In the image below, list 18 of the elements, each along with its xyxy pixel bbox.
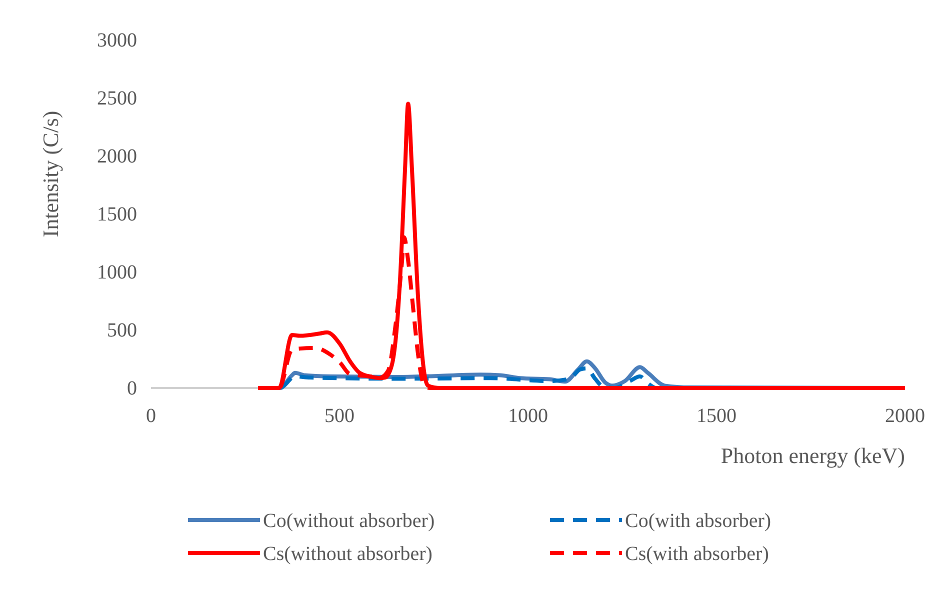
y-tick-label: 3000 (97, 29, 137, 52)
x-tick-label: 1000 (508, 405, 548, 428)
y-tick-label: 0 (127, 377, 137, 400)
x-tick-label: 500 (324, 405, 354, 428)
y-tick-label: 1000 (97, 261, 137, 284)
x-tick-label: 1500 (696, 405, 736, 428)
y-axis-title: Intensity (C/s) (38, 110, 63, 238)
x-tick-label: 2000 (885, 405, 925, 428)
legend-label: Co(without absorber) (263, 510, 435, 532)
legend-label: Co(with absorber) (625, 510, 772, 532)
x-tick-label: 0 (146, 405, 156, 428)
x-axis-title: Photon energy (keV) (720, 443, 905, 468)
y-tick-label: 2500 (97, 87, 137, 110)
y-tick-label: 1500 (97, 203, 137, 226)
y-tick-label: 2000 (97, 145, 137, 168)
y-tick-label: 500 (107, 319, 137, 342)
legend-label: Cs(without absorber) (263, 543, 432, 565)
legend-label: Cs(with absorber) (625, 543, 769, 565)
